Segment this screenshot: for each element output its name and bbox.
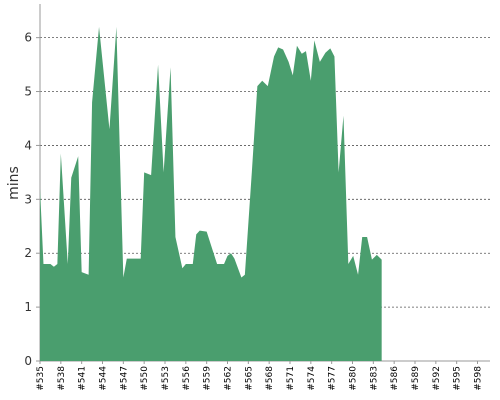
y-tick-label: 1 xyxy=(24,300,32,314)
y-tick-label: 6 xyxy=(24,31,32,45)
x-tick-label: #541 xyxy=(78,366,88,391)
y-tick-label: 2 xyxy=(24,246,32,260)
x-tick-label: #538 xyxy=(57,366,67,391)
x-tick-label: #586 xyxy=(390,366,400,391)
x-tick-label: #559 xyxy=(203,366,213,391)
x-tick-label: #577 xyxy=(328,366,338,391)
x-tick-label: #535 xyxy=(36,366,46,391)
x-tick-label: #562 xyxy=(224,366,234,391)
x-tick-label: #547 xyxy=(119,366,129,391)
y-tick-label: 4 xyxy=(24,138,32,152)
x-tick-label: #571 xyxy=(286,366,296,391)
x-tick-label: #550 xyxy=(140,366,150,391)
x-tick-label: #583 xyxy=(369,366,379,391)
x-tick-label: #598 xyxy=(474,366,484,391)
x-tick-label: #565 xyxy=(244,366,254,391)
y-tick-label: 5 xyxy=(24,85,32,99)
x-tick-label: #589 xyxy=(411,366,421,391)
x-tick-label: #580 xyxy=(349,366,359,391)
x-tick-label: #568 xyxy=(265,366,275,391)
series-layer xyxy=(40,26,382,362)
x-tick-label: #595 xyxy=(453,366,463,391)
x-tick-label: #556 xyxy=(182,366,192,391)
x-tick-label: #553 xyxy=(161,366,171,391)
y-tick-labels: 0 1 2 3 4 5 6 xyxy=(24,31,32,368)
y-tick-label: 3 xyxy=(24,192,32,206)
x-tick-labels: #535 #538 #541 #544 #547 #550 #553 #556 #559 #562… xyxy=(36,366,484,391)
area-series xyxy=(40,26,382,362)
x-tick-label: #592 xyxy=(432,366,442,391)
y-axis-title: mins xyxy=(6,166,22,200)
y-tick-label: 0 xyxy=(24,354,32,368)
x-tick-label: #544 xyxy=(99,366,109,391)
x-tick-label: #574 xyxy=(307,366,317,391)
